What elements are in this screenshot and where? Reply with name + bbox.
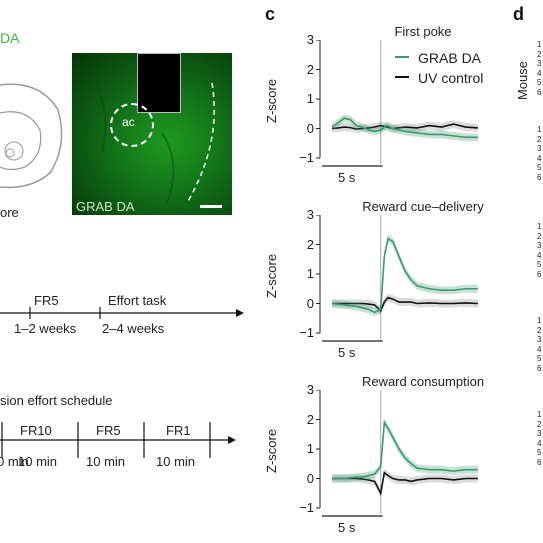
scale-bar <box>200 205 222 208</box>
schedule-timeline <box>0 422 236 458</box>
schedule-block-fr10: FR10 <box>20 423 52 438</box>
ytick-label: 3 <box>306 32 314 47</box>
ytick-label: 0 <box>306 120 314 136</box>
plot-title-1: Reward cue–delivery <box>362 199 484 214</box>
plot-title-2: Reward consumption <box>361 374 485 389</box>
photometry-plot-0 <box>316 40 478 167</box>
schedule-title-partial: sion effort schedule <box>0 393 113 408</box>
anterior-commissure-outline <box>110 103 154 147</box>
timeline-duration-effort: 2–4 weeks <box>102 321 165 336</box>
panel-d-letter: d <box>513 4 524 24</box>
schedule-block-fr1: FR1 <box>166 423 191 438</box>
panel-c-letter: c <box>265 4 276 24</box>
panel-a-text-partial: ore <box>0 205 19 220</box>
ytick-label: 1 <box>306 266 314 281</box>
schedule-block-fr5: FR5 <box>96 423 121 438</box>
brain-section-diagram <box>0 83 63 189</box>
ytick-label: 1 <box>306 441 314 456</box>
mouse-axis-label: Mouse <box>515 60 530 100</box>
ytick-label: 2 <box>306 236 314 252</box>
optic-fiber-track <box>137 53 181 113</box>
sem-band <box>332 234 478 317</box>
legend-label-grab-da: GRAB DA <box>418 50 482 66</box>
sem-band <box>332 418 478 483</box>
plot-ylabel-0: Z-score <box>264 78 279 123</box>
plot-ylabel-2: Z-score <box>264 428 279 473</box>
series-line <box>332 419 478 480</box>
photometry-plot-2 <box>316 390 478 517</box>
schedule-duration-fr10: 10 min <box>18 454 58 469</box>
brain-outline <box>0 83 63 189</box>
ytick-label: 3 <box>306 382 314 397</box>
legend-label-uv-control: UV control <box>418 70 484 86</box>
training-timeline <box>0 307 244 319</box>
grab-da-micrograph: ac GRAB DA <box>72 53 232 215</box>
plot-ylabel-1: Z-score <box>264 253 279 298</box>
time-scale-label: 5 s <box>338 345 356 360</box>
sem-band <box>332 293 478 315</box>
time-scale-label: 5 s <box>338 520 356 535</box>
ytick-label: −1 <box>299 500 314 515</box>
schedule-duration-fr1: 10 min <box>156 454 196 469</box>
series-line <box>331 117 478 139</box>
panel-a-label-partial: DA <box>0 30 20 46</box>
brain-inner-outline <box>0 111 42 171</box>
grab-da-label: GRAB DA <box>76 199 135 214</box>
ytick-label: 2 <box>306 411 314 427</box>
series-line <box>332 123 478 130</box>
schedule-duration-partial: 0 min <box>0 454 29 469</box>
timeline-stage-fr5: FR5 <box>34 293 59 308</box>
time-scale-label: 5 s <box>338 170 356 185</box>
timeline-stage-effort: Effort task <box>108 293 167 308</box>
ytick-label: 1 <box>306 91 314 106</box>
ytick-label: −1 <box>299 325 314 340</box>
ytick-label: −1 <box>299 150 314 165</box>
ytick-label: 0 <box>306 295 314 311</box>
ytick-label: 0 <box>306 470 314 486</box>
timeline-duration-fr5: 1–2 weeks <box>14 321 77 336</box>
brain-core-inner <box>5 148 15 158</box>
schedule-duration-fr5: 10 min <box>86 454 126 469</box>
sem-band <box>332 468 478 498</box>
plot-title-0: First poke <box>394 24 452 39</box>
tissue-texture <box>91 72 215 204</box>
ytick-label: 3 <box>306 207 314 222</box>
ytick-label: 2 <box>306 61 314 77</box>
series-line <box>332 237 478 314</box>
series-line <box>332 471 478 496</box>
legend-swatches <box>395 56 409 78</box>
brain-core <box>4 141 24 161</box>
series-line <box>332 296 478 313</box>
photometry-plot-1 <box>316 215 478 342</box>
ac-label: ac <box>122 115 135 129</box>
